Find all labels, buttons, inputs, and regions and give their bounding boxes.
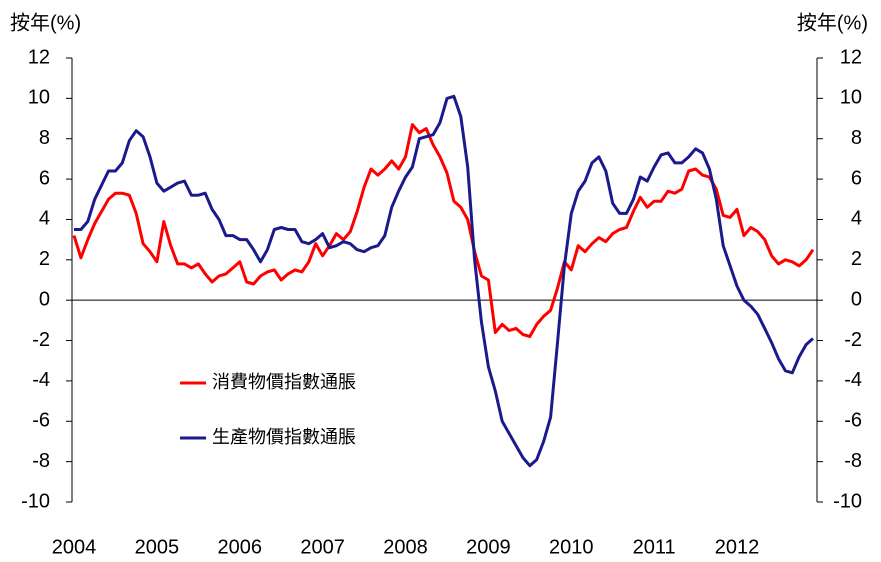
series-line <box>74 94 814 468</box>
y-tick-label: 0 <box>39 288 50 310</box>
x-tick-label: 2005 <box>135 536 180 558</box>
y-tick-label: 6 <box>39 167 50 189</box>
y2-axis-label: 按年(%) <box>797 11 868 34</box>
y2-tick-label: -8 <box>844 450 862 472</box>
y2-tick-label: 6 <box>851 167 862 189</box>
series-line <box>72 123 815 338</box>
x-tick-label: 2004 <box>52 536 97 558</box>
y2-tick-label: 2 <box>851 248 862 270</box>
y-tick-label: 8 <box>39 127 50 149</box>
y-tick-label: -10 <box>21 490 50 512</box>
x-tick-label: 2010 <box>549 536 594 558</box>
y2-tick-label: -2 <box>844 329 862 351</box>
x-tick-label: 2008 <box>383 536 428 558</box>
y-tick-label: 12 <box>28 46 50 68</box>
y-tick-label: -2 <box>32 329 50 351</box>
y-tick-label: 10 <box>28 87 50 109</box>
y2-tick-label: 12 <box>840 46 862 68</box>
y2-tick-label: -6 <box>844 410 862 432</box>
y-tick-label: -4 <box>32 369 50 391</box>
y-tick-label: -6 <box>32 410 50 432</box>
y2-tick-label: 0 <box>851 288 862 310</box>
x-tick-label: 2007 <box>300 536 345 558</box>
y-tick-label: 4 <box>39 208 50 230</box>
legend-label: 生產物價指數通脹 <box>212 427 356 447</box>
y2-tick-label: -10 <box>833 490 862 512</box>
y2-tick-label: -4 <box>844 369 862 391</box>
y2-tick-label: 4 <box>851 208 862 230</box>
legend-label: 消費物價指數通脹 <box>212 372 356 392</box>
x-tick-label: 2009 <box>466 536 511 558</box>
y-axis-label: 按年(%) <box>10 11 81 34</box>
y2-tick-label: 10 <box>840 87 862 109</box>
y2-tick-label: 8 <box>851 127 862 149</box>
y-tick-label: 2 <box>39 248 50 270</box>
x-tick-label: 2012 <box>715 536 760 558</box>
x-tick-label: 2011 <box>633 536 676 558</box>
x-tick-label: 2006 <box>218 536 263 558</box>
y-tick-label: -8 <box>32 450 50 472</box>
